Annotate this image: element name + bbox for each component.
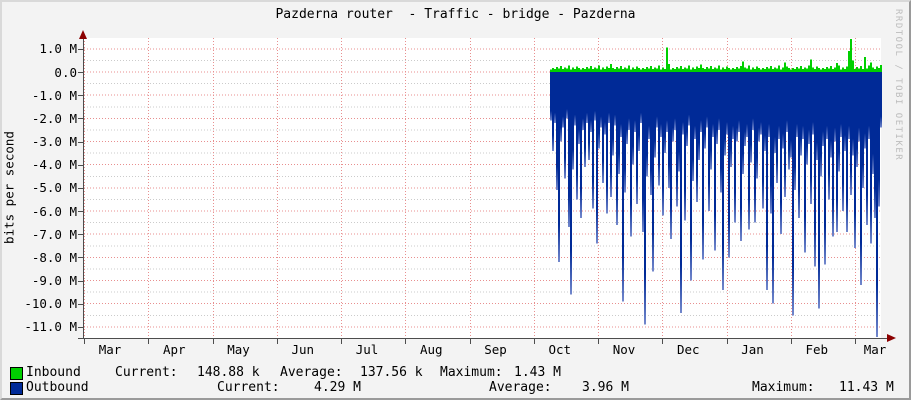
legend-text: Current: — [217, 380, 280, 395]
x-tick-label: Dec — [676, 342, 700, 357]
y-tick-mark — [78, 164, 83, 166]
y-tick-mark — [78, 211, 83, 213]
x-tick-mark — [662, 339, 664, 344]
y-tick-label: 0.0 — [54, 64, 77, 80]
x-tick-label: Mar — [98, 342, 122, 357]
x-tick-label: May — [227, 342, 250, 357]
graph-title: Pazderna router - Traffic - bridge - Paz… — [275, 7, 636, 22]
legend-text: 137.56 k — [360, 365, 423, 380]
y-tick-label: -9.0 M — [31, 273, 77, 289]
y-tick-label: -1.0 M — [31, 87, 77, 103]
x-tick-label: Apr — [162, 342, 186, 357]
legend-text: 1.43 M — [514, 365, 561, 380]
y-tick-label: -8.0 M — [31, 249, 77, 265]
legend-text: 11.43 M — [839, 380, 894, 395]
legend-text: Outbound — [26, 380, 89, 395]
x-tick-mark — [726, 339, 728, 344]
x-tick-label: Nov — [612, 342, 636, 357]
y-tick-label: 1.0 M — [39, 41, 77, 57]
x-tick-label: Jul — [355, 342, 379, 357]
y-tick-mark — [78, 118, 83, 120]
x-tick-mark — [148, 339, 150, 344]
x-tick-label: Jun — [291, 342, 315, 357]
y-tick-mark — [78, 72, 83, 73]
x-tick-mark — [469, 339, 471, 344]
legend-text: Current: — [115, 365, 178, 380]
y-axis-line — [83, 33, 84, 339]
x-tick-mark — [84, 339, 85, 344]
legend-text: Average: — [489, 380, 552, 395]
x-tick-mark — [790, 339, 792, 344]
y-tick-label: -10.0 M — [24, 296, 77, 312]
x-tick-label: Feb — [805, 342, 829, 357]
rrdtool-watermark: RRDTOOL / TOBI OETIKER — [893, 9, 903, 162]
x-tick-mark — [276, 339, 278, 344]
y-tick-mark — [78, 234, 83, 236]
legend-text: 3.96 M — [582, 380, 629, 395]
x-tick-label: Oct — [548, 342, 572, 357]
x-tick-label: Aug — [419, 342, 443, 357]
x-tick-mark — [855, 339, 856, 344]
y-tick-mark — [78, 187, 83, 189]
y-tick-mark — [78, 303, 83, 305]
legend-text: Maximum: — [752, 380, 815, 395]
y-tick-mark — [78, 95, 83, 97]
legend-row-inbound: Inbound Current: 148.88 k Average: 137.56 k M… — [2, 366, 909, 381]
x-tick-label: Mar — [863, 342, 887, 357]
x-tick-label: Sep — [484, 342, 507, 357]
x-tick-label: Jan — [741, 342, 764, 357]
x-tick-mark — [212, 339, 214, 344]
legend-row-outbound: Outbound Current: 4.29 M Average: 3.96 M Maxi… — [2, 381, 909, 396]
y-tick-mark — [78, 48, 83, 50]
legend-text: Average: — [280, 365, 343, 380]
outbound-swatch-icon — [10, 382, 23, 395]
y-tick-label: -3.0 M — [31, 134, 77, 149]
y-tick-label: -5.0 M — [31, 180, 77, 196]
y-tick-label: -4.0 M — [31, 157, 77, 173]
y-tick-label: -11.0 M — [24, 319, 77, 335]
y-axis-arrow-icon — [79, 30, 87, 39]
y-tick-mark — [78, 141, 83, 143]
y-tick-mark — [78, 280, 83, 282]
inbound-swatch-icon — [10, 367, 23, 380]
y-tick-mark — [78, 257, 83, 259]
legend-text: 4.29 M — [314, 380, 361, 395]
y-tick-label: -2.0 M — [31, 110, 77, 126]
y-tick-label: -6.0 M — [31, 203, 77, 219]
x-axis-line — [78, 338, 888, 339]
y-tick-label: -7.0 M — [31, 226, 77, 242]
legend-text: Maximum: — [440, 365, 503, 380]
x-axis-arrow-icon — [887, 334, 896, 342]
x-tick-mark — [533, 339, 535, 344]
y-tick-mark — [78, 326, 83, 328]
x-tick-mark — [598, 339, 599, 344]
x-tick-mark — [341, 339, 342, 344]
legend-text: 148.88 k — [197, 365, 260, 380]
plot-area-svg — [84, 38, 882, 338]
legend-text: Inbound — [26, 365, 81, 380]
x-tick-mark — [405, 339, 407, 344]
